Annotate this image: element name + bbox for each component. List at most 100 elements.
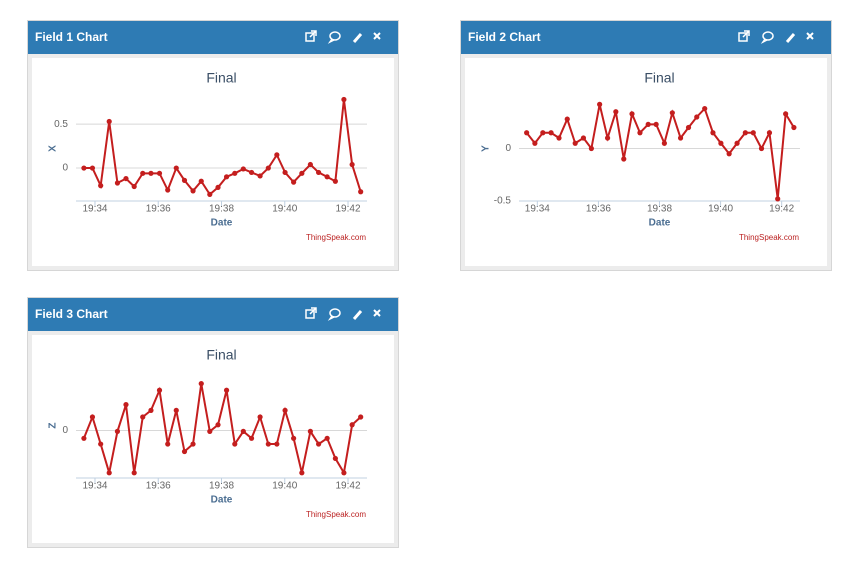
x-tick-label: 19:40 bbox=[708, 204, 733, 215]
data-point bbox=[257, 173, 263, 179]
data-point bbox=[198, 381, 204, 387]
data-point bbox=[783, 111, 789, 117]
chart: Final Y Date ThingSpeak.com -0.5 0 19:34 19:36 1… bbox=[481, 70, 800, 242]
data-point bbox=[588, 145, 594, 152]
panel: Field 2 Chart Final Y Date ThingSpeak.com -0… bbox=[460, 20, 832, 271]
data-point bbox=[540, 130, 546, 136]
x-axis-label: Date bbox=[649, 218, 671, 229]
data-point bbox=[349, 422, 355, 428]
open-icon[interactable] bbox=[738, 30, 750, 42]
data-point bbox=[358, 189, 364, 195]
edit-icon[interactable] bbox=[352, 310, 363, 320]
panel-body: Final Z Date ThingSpeak.com 0 19:34 19:36 19:38… bbox=[32, 335, 394, 543]
panel-title: Field 2 Chart bbox=[468, 30, 541, 44]
credit: ThingSpeak.com bbox=[306, 510, 366, 519]
data-point bbox=[114, 180, 121, 186]
x-tick-label: 19:40 bbox=[272, 204, 297, 215]
chart-title: Final bbox=[644, 70, 674, 86]
data-point bbox=[173, 165, 179, 171]
x-tick-label: 19:40 bbox=[272, 481, 297, 492]
chart-title: Final bbox=[206, 70, 236, 86]
data-line bbox=[525, 104, 795, 200]
data-point bbox=[653, 121, 659, 127]
data-point bbox=[358, 414, 364, 420]
data-point bbox=[215, 184, 221, 190]
data-point bbox=[564, 116, 570, 122]
chart: Final Z Date ThingSpeak.com 0 19:34 19:36 19:38… bbox=[48, 347, 367, 519]
close-icon[interactable] bbox=[806, 32, 814, 40]
data-point bbox=[98, 183, 104, 189]
x-tick-label: 19:34 bbox=[525, 204, 550, 215]
data-point bbox=[140, 170, 146, 176]
data-point bbox=[248, 169, 255, 176]
data-point bbox=[766, 130, 773, 136]
data-point bbox=[265, 441, 271, 447]
open-icon[interactable] bbox=[305, 30, 317, 42]
data-point bbox=[156, 170, 163, 176]
data-point bbox=[556, 135, 562, 141]
comment-icon[interactable] bbox=[327, 31, 341, 44]
data-point bbox=[81, 165, 87, 171]
y-tick-label: 0 bbox=[62, 425, 68, 436]
data-point bbox=[123, 175, 129, 182]
comment-icon[interactable] bbox=[760, 31, 774, 44]
data-point bbox=[181, 448, 188, 455]
data-point bbox=[89, 414, 96, 420]
data-point bbox=[621, 156, 627, 162]
data-point bbox=[645, 121, 651, 127]
data-point bbox=[114, 428, 121, 434]
edit-icon[interactable] bbox=[785, 33, 796, 43]
data-point bbox=[316, 441, 322, 447]
data-point bbox=[307, 161, 313, 168]
data-point bbox=[265, 165, 271, 171]
data-point bbox=[791, 124, 797, 131]
edit-icon[interactable] bbox=[352, 33, 363, 43]
data-point bbox=[702, 106, 708, 112]
x-tick-label: 19:42 bbox=[769, 204, 794, 215]
data-line bbox=[83, 99, 362, 196]
close-icon[interactable] bbox=[373, 309, 381, 317]
data-point bbox=[299, 470, 305, 476]
comment-icon[interactable] bbox=[327, 308, 341, 321]
data-point bbox=[677, 135, 684, 141]
data-point bbox=[248, 435, 255, 441]
panel: Field 3 Chart Final Z Date ThingSpeak.com 0 1… bbox=[27, 297, 399, 548]
data-point bbox=[181, 177, 188, 183]
data-point bbox=[597, 101, 603, 107]
data-point bbox=[190, 441, 196, 447]
y-tick-label: -0.5 bbox=[494, 196, 512, 207]
x-tick-label: 19:42 bbox=[336, 481, 361, 492]
data-point bbox=[324, 435, 330, 441]
open-icon[interactable] bbox=[305, 307, 317, 319]
data-point bbox=[718, 140, 724, 146]
x-tick-label: 19:34 bbox=[82, 481, 107, 492]
panel-title: Field 1 Chart bbox=[35, 30, 108, 44]
panel-body: Final Y Date ThingSpeak.com -0.5 0 19:34 19:36 1… bbox=[465, 58, 827, 266]
data-point bbox=[341, 96, 347, 103]
data-point bbox=[291, 179, 297, 185]
credit: ThingSpeak.com bbox=[306, 233, 366, 242]
data-point bbox=[349, 161, 355, 168]
close-icon[interactable] bbox=[373, 32, 381, 40]
data-point bbox=[580, 135, 587, 141]
data-point bbox=[198, 178, 204, 184]
data-point bbox=[685, 124, 692, 131]
data-point bbox=[324, 174, 330, 180]
data-point bbox=[123, 402, 129, 408]
x-tick-label: 19:38 bbox=[209, 481, 234, 492]
panel-icons bbox=[305, 307, 381, 321]
y-tick-label: 0 bbox=[62, 163, 68, 174]
data-point bbox=[742, 130, 748, 136]
data-point bbox=[669, 110, 675, 116]
panel-icons bbox=[305, 30, 381, 44]
data-point bbox=[316, 169, 322, 176]
data-point bbox=[232, 441, 238, 447]
data-point bbox=[332, 178, 338, 184]
data-point bbox=[710, 130, 716, 136]
data-point bbox=[613, 109, 619, 115]
data-point bbox=[131, 470, 137, 476]
chart-title: Final bbox=[206, 347, 236, 363]
data-point bbox=[148, 170, 154, 176]
data-point bbox=[661, 140, 667, 146]
